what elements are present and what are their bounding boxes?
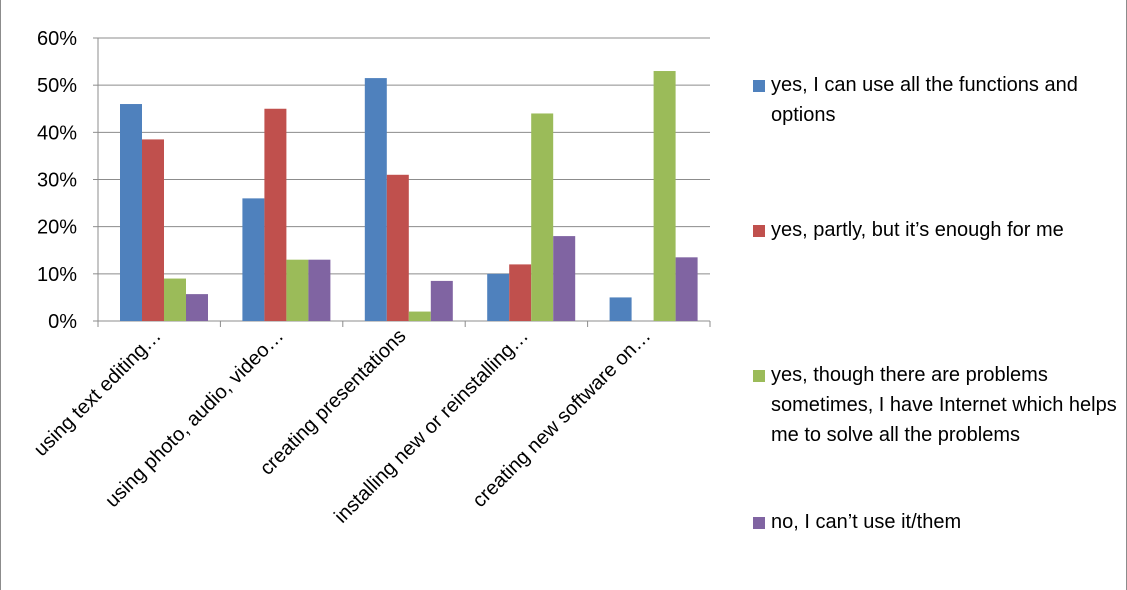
x-tick-label: installing new or reinstalling… [330, 325, 533, 528]
legend-label-2: yes, partly, but it’s enough for me [771, 219, 1064, 241]
y-tick-label: 10% [37, 264, 77, 286]
bar [430, 280, 453, 321]
bar [653, 71, 676, 322]
bar [675, 257, 698, 321]
y-tick-label: 60% [37, 28, 77, 50]
bar [186, 294, 208, 321]
legend-label-3: yes, though there are problems sometimes… [771, 364, 1117, 446]
legend-label-1: yes, I can use all the functions and opt… [771, 74, 1078, 126]
bar [553, 236, 576, 321]
y-tick-label: 50% [37, 75, 77, 97]
bar-chart: 0%10%20%30%40%50%60%using text editing…u… [30, 28, 711, 528]
legend-swatch-1 [753, 80, 765, 92]
legend-item-series-2: yes, partly, but it’s enough for me [753, 215, 1118, 245]
legend-swatch-3 [753, 370, 765, 382]
x-tick-label: using text editing… [30, 325, 166, 461]
y-tick-label: 30% [37, 170, 77, 192]
legend-item-series-4: no, I can’t use it/them [753, 507, 1118, 537]
bar [242, 198, 265, 321]
legend-item-series-1: yes, I can use all the functions and opt… [753, 70, 1118, 130]
bar [386, 174, 409, 321]
legend-item-series-3: yes, though there are problems sometimes… [753, 360, 1118, 450]
bar [364, 78, 387, 321]
bar [164, 278, 186, 321]
bar [286, 259, 309, 321]
y-tick-label: 0% [48, 311, 77, 333]
y-tick-label: 20% [37, 217, 77, 239]
bar [142, 139, 164, 321]
legend-swatch-2 [753, 225, 765, 237]
legend-label-4: no, I can’t use it/them [771, 511, 962, 533]
legend-swatch-4 [753, 517, 765, 529]
bar [531, 113, 554, 321]
bar [120, 104, 142, 322]
bar [509, 264, 532, 321]
bar [487, 273, 510, 321]
bar [308, 259, 331, 321]
bar [609, 297, 632, 321]
bar [408, 311, 431, 321]
y-tick-label: 40% [37, 122, 77, 144]
bar [264, 108, 287, 321]
